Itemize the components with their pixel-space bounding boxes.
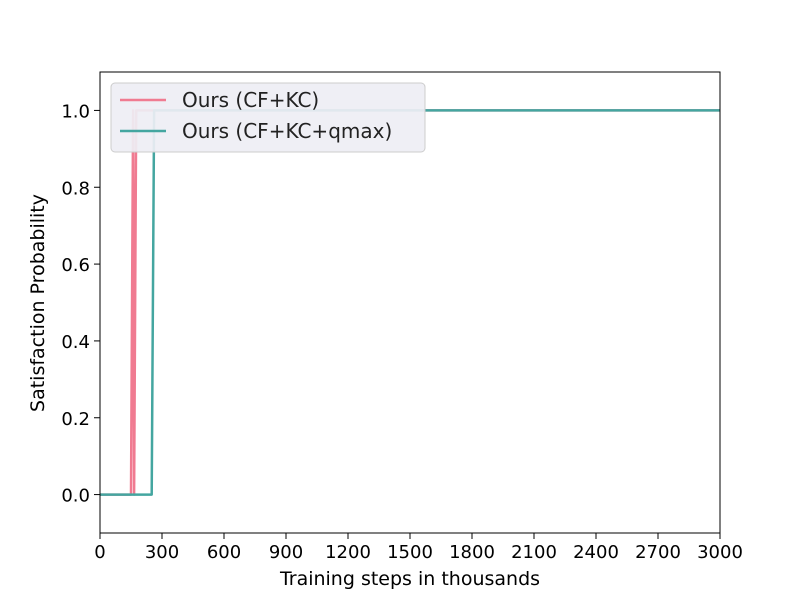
x-tick-label: 2700 xyxy=(635,542,681,563)
legend-label-ours-cf-kc: Ours (CF+KC) xyxy=(182,88,319,112)
series-line-ours-cf-kc xyxy=(100,109,720,496)
x-axis-title: Training steps in thousands xyxy=(279,568,540,590)
legend: Ours (CF+KC) Ours (CF+KC+qmax) xyxy=(110,82,426,153)
x-axis: 0 300 600 900 1200 1500 1800 2100 2400 2700 3000 xyxy=(94,533,743,563)
y-tick-label: 1.0 xyxy=(61,101,90,122)
x-tick-label: 900 xyxy=(269,542,303,563)
x-tick-label: 1800 xyxy=(449,542,495,563)
x-tick-label: 3000 xyxy=(697,542,743,563)
x-tick-label: 300 xyxy=(145,542,179,563)
y-tick-label: 0.2 xyxy=(61,409,90,430)
x-tick-label: 600 xyxy=(207,542,241,563)
legend-box xyxy=(110,82,426,153)
x-tick-label: 0 xyxy=(94,542,105,563)
x-tick-label: 1200 xyxy=(325,542,371,563)
legend-label-ours-cf-kc-qmax: Ours (CF+KC+qmax) xyxy=(182,119,392,143)
x-tick-label: 2100 xyxy=(511,542,557,563)
series-line-ours-cf-kc-qmax xyxy=(100,109,720,496)
y-axis: 0.0 0.2 0.4 0.6 0.8 1.0 xyxy=(61,101,100,507)
x-tick-label: 1500 xyxy=(387,542,433,563)
y-tick-label: 0.0 xyxy=(61,486,90,507)
y-tick-label: 0.6 xyxy=(61,255,90,276)
y-axis-title: Satisfaction Probability xyxy=(27,194,49,412)
y-tick-label: 0.8 xyxy=(61,178,90,199)
x-tick-label: 2400 xyxy=(573,542,619,563)
series-layer xyxy=(100,109,720,496)
y-tick-label: 0.4 xyxy=(61,332,90,353)
